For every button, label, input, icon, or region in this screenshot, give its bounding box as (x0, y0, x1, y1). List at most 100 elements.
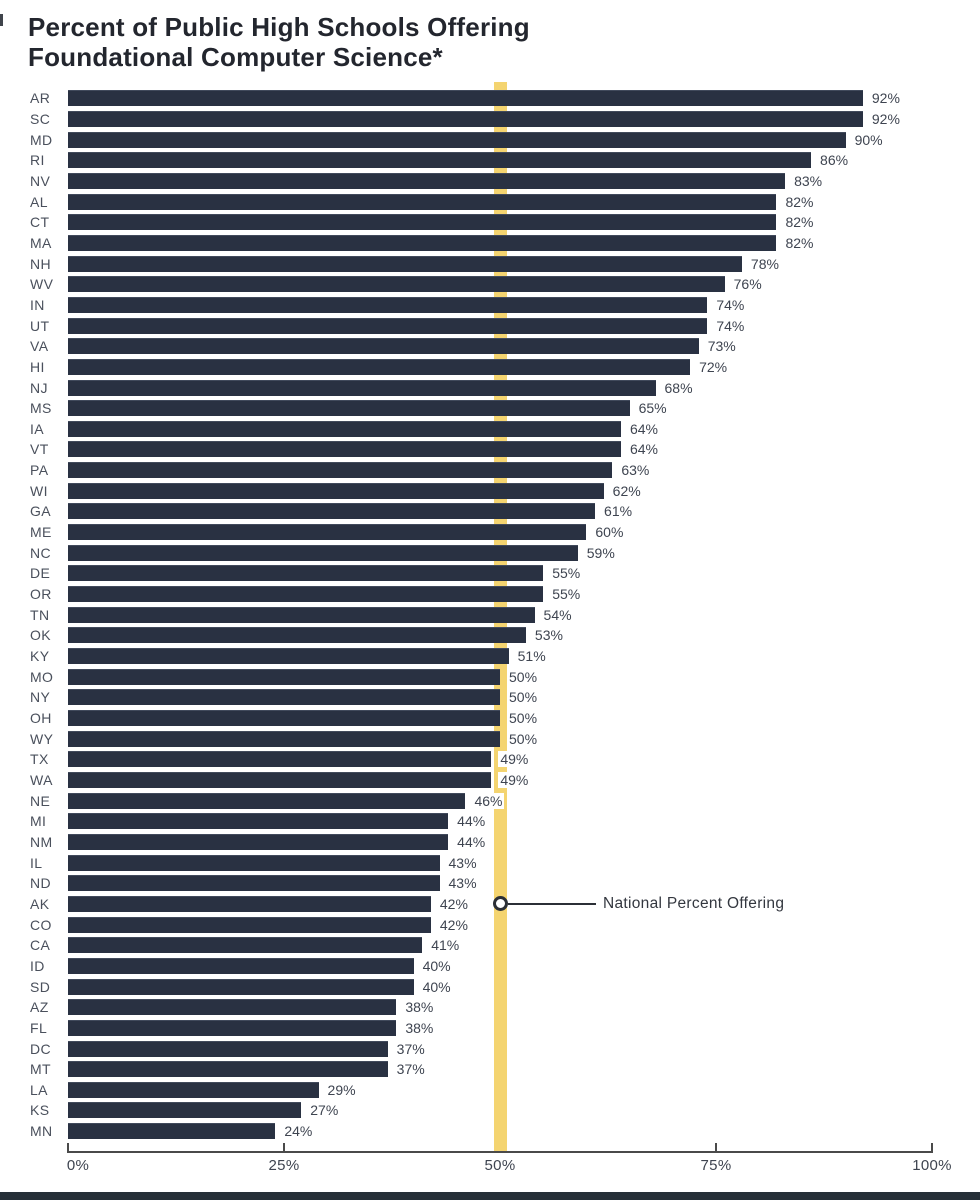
value-label: 41% (429, 937, 462, 954)
value-label: 49% (498, 771, 531, 788)
bar-row: NE 46% (0, 790, 980, 811)
state-label: RI (30, 152, 45, 169)
x-axis-line (67, 1151, 933, 1153)
bar (68, 296, 708, 313)
bar-row: NV 83% (0, 171, 980, 192)
bar-row: ID 40% (0, 956, 980, 977)
bar (68, 276, 725, 293)
x-axis-tick-label: 0% (66, 1157, 90, 1174)
state-label: MO (30, 668, 54, 685)
value-label: 92% (869, 90, 902, 107)
state-label: MN (30, 1123, 53, 1140)
state-label: NC (30, 544, 52, 561)
value-label: 44% (455, 813, 488, 830)
bar (68, 1040, 388, 1057)
x-axis-tick (715, 1143, 717, 1152)
bar-row: OK 53% (0, 625, 980, 646)
value-label: 49% (498, 751, 531, 768)
chart-title-line2: Foundational Computer Science* (28, 42, 443, 72)
state-label: WA (30, 771, 53, 788)
x-axis-tick-label: 50% (484, 1157, 516, 1174)
bar (68, 813, 449, 830)
bar-row: KS 27% (0, 1100, 980, 1121)
state-label: CO (30, 916, 52, 933)
state-label: AL (30, 193, 48, 210)
value-label: 82% (783, 234, 816, 251)
state-label: UT (30, 317, 50, 334)
state-label: PA (30, 462, 49, 479)
value-label: 86% (818, 152, 851, 169)
bar-row: AZ 38% (0, 997, 980, 1018)
state-label: ID (30, 957, 45, 974)
bar-row: WA 49% (0, 770, 980, 791)
state-label: OR (30, 586, 52, 603)
bar-row: OH 50% (0, 708, 980, 729)
bar-row: IL 43% (0, 852, 980, 873)
bar-row: TX 49% (0, 749, 980, 770)
bar (68, 234, 777, 251)
state-label: TX (30, 751, 49, 768)
bar-row: VT 64% (0, 439, 980, 460)
state-label: AK (30, 895, 50, 912)
bar-row: WI 62% (0, 480, 980, 501)
state-label: MT (30, 1061, 52, 1078)
bar-row: MT 37% (0, 1059, 980, 1080)
bar-row: MO 50% (0, 666, 980, 687)
state-label: DC (30, 1040, 52, 1057)
bar (68, 544, 578, 561)
value-label: 83% (792, 172, 825, 189)
x-axis-tick (283, 1143, 285, 1152)
value-label: 37% (394, 1040, 427, 1057)
bar-row: AK 42% (0, 894, 980, 915)
bar-row: MI 44% (0, 811, 980, 832)
state-label: TN (30, 606, 50, 623)
bar (68, 1019, 397, 1036)
value-label: 92% (869, 110, 902, 127)
value-label: 68% (662, 379, 695, 396)
state-label: NY (30, 689, 51, 706)
bar (68, 771, 492, 788)
state-label: IN (30, 296, 45, 313)
bar (68, 255, 742, 272)
value-label: 38% (403, 1019, 436, 1036)
bar (68, 606, 535, 623)
x-axis-tick-label: 25% (268, 1157, 300, 1174)
bar-row: NY 50% (0, 687, 980, 708)
national-marker-label: National Percent Offering (603, 895, 785, 912)
bar-row: NC 59% (0, 542, 980, 563)
state-label: NJ (30, 379, 48, 396)
bar-row: KY 51% (0, 646, 980, 667)
value-label: 42% (437, 895, 470, 912)
state-label: VA (30, 338, 49, 355)
state-label: SC (30, 110, 51, 127)
bar-row: AL 82% (0, 191, 980, 212)
bar (68, 400, 630, 417)
value-label: 50% (507, 689, 540, 706)
bar (68, 875, 440, 892)
chart-title-line1: Percent of Public High Schools Offering (28, 12, 530, 42)
state-label: WI (30, 482, 48, 499)
value-label: 62% (610, 482, 643, 499)
bar-row: OR 55% (0, 584, 980, 605)
value-label: 64% (627, 441, 660, 458)
bar (68, 152, 812, 169)
bar (68, 833, 449, 850)
bar-row: TN 54% (0, 604, 980, 625)
bar (68, 131, 846, 148)
bar (68, 689, 500, 706)
bar-row: CO 42% (0, 914, 980, 935)
bar-row: MA 82% (0, 233, 980, 254)
x-axis-tick (931, 1143, 933, 1152)
bar (68, 999, 397, 1016)
bar-row: NH 78% (0, 253, 980, 274)
state-label: CA (30, 937, 51, 954)
bar (68, 957, 414, 974)
state-label: AZ (30, 999, 49, 1016)
bar-row: NM 44% (0, 832, 980, 853)
bar (68, 110, 863, 127)
value-label: 53% (532, 627, 565, 644)
value-label: 73% (705, 338, 738, 355)
national-marker-connector (508, 902, 596, 905)
bar-row: DC 37% (0, 1038, 980, 1059)
value-label: 46% (472, 792, 505, 809)
